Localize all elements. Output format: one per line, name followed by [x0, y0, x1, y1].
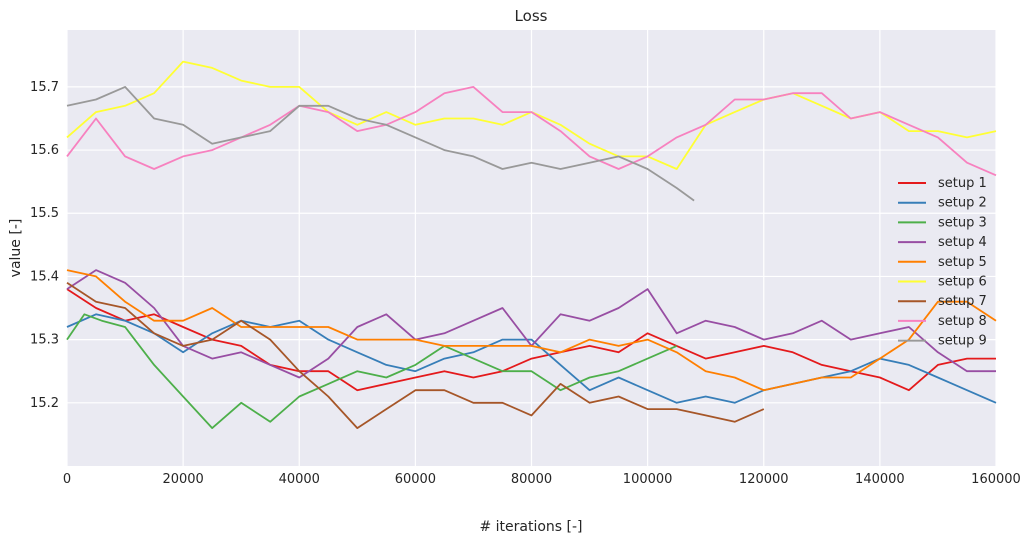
legend-label: setup 9: [938, 334, 987, 349]
legend-label: setup 5: [938, 255, 987, 270]
legend: setup 1 setup 2 setup 3 setup 4 setup 5 setup…: [898, 176, 987, 349]
series-layer: [66, 60, 997, 430]
series-line-9: [66, 86, 695, 202]
legend-label: setup 6: [938, 275, 987, 290]
legend-label: setup 3: [938, 215, 987, 230]
series-line-7: [66, 282, 765, 430]
legend-label: setup 8: [938, 314, 987, 329]
series-line-3: [66, 313, 678, 430]
legend-label: setup 4: [938, 235, 987, 250]
x-tick-label: 160000: [971, 472, 1021, 487]
y-tick-label: 15.3: [30, 333, 59, 348]
y-axis-label: value [-]: [8, 219, 24, 278]
x-tick-label: 120000: [739, 472, 789, 487]
x-tick-label: 0: [63, 472, 71, 487]
series-line-1: [66, 288, 996, 392]
x-tick-label: 20000: [162, 472, 203, 487]
x-tick-label: 140000: [855, 472, 905, 487]
y-tick-label: 15.4: [30, 269, 59, 284]
y-tick-label: 15.2: [30, 396, 59, 411]
series-line-5: [66, 269, 997, 392]
y-tick-label: 15.6: [30, 143, 59, 158]
legend-label: setup 7: [938, 294, 987, 309]
ticks: 0 20000 40000 60000 80000 100000 120000 140000 1…: [30, 80, 1021, 487]
series-line-8: [66, 86, 997, 177]
x-tick-label: 100000: [623, 472, 673, 487]
series-line-2: [66, 313, 997, 404]
legend-label: setup 2: [938, 196, 987, 211]
y-tick-label: 15.7: [30, 80, 59, 95]
x-axis-label: # iterations [-]: [479, 519, 582, 535]
x-tick-label: 60000: [395, 472, 436, 487]
x-tick-label: 80000: [511, 472, 552, 487]
chart-title: Loss: [515, 7, 548, 25]
legend-label: setup 1: [938, 176, 987, 191]
y-tick-label: 15.5: [30, 206, 59, 221]
x-tick-label: 40000: [279, 472, 320, 487]
